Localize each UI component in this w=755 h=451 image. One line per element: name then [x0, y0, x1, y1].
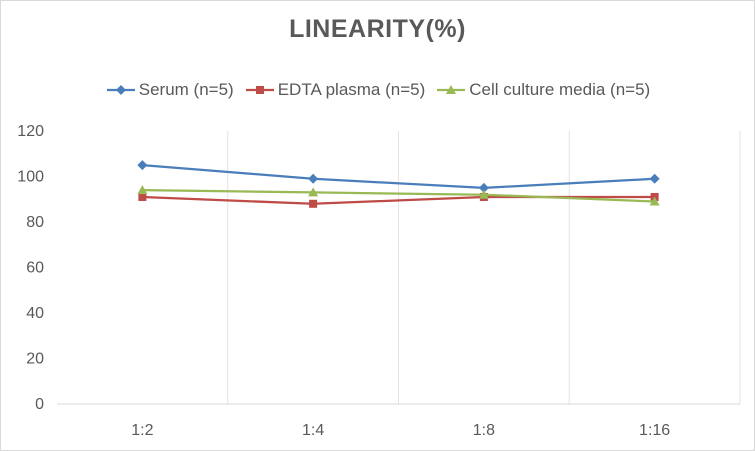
legend-item: EDTA plasma (n=5) [244, 80, 426, 100]
data-point-triangle [137, 185, 148, 195]
legend-swatch-icon [106, 85, 135, 95]
legend-label: EDTA plasma (n=5) [277, 80, 426, 99]
legend-swatch-icon [437, 85, 466, 94]
data-point-triangle [308, 187, 319, 197]
data-point-triangle [478, 189, 489, 199]
legend-label: Serum (n=5) [138, 80, 234, 99]
series-line [142, 195, 655, 205]
data-point-diamond [308, 173, 319, 184]
y-tick-label: 120 [17, 123, 44, 140]
data-point-triangle [649, 196, 660, 206]
legend-item: Cell culture media (n=5) [435, 80, 650, 100]
x-tick-label: 1:16 [639, 422, 670, 439]
chart-legend: Serum (n=5) EDTA plasma (n=5) Cell culture… [1, 80, 754, 100]
data-point-square [138, 192, 147, 201]
data-point-diamond [649, 173, 660, 184]
legend-item: Serum (n=5) [105, 80, 234, 100]
y-tick-label: 80 [26, 214, 44, 231]
x-tick-label: 1:8 [473, 422, 495, 439]
y-tick-label: 40 [26, 305, 44, 322]
data-point-square [309, 199, 318, 208]
y-tick-label: 20 [26, 351, 44, 368]
y-tick-label: 60 [26, 260, 44, 277]
series-line [142, 164, 655, 189]
legend-swatch-icon [245, 86, 274, 94]
x-tick-label: 1:2 [131, 422, 153, 439]
data-point-square [255, 86, 264, 94]
data-point-diamond [478, 182, 489, 193]
legend-label: Cell culture media (n=5) [469, 80, 651, 99]
x-tick-label: 1:4 [302, 422, 324, 439]
y-tick-label: 100 [17, 169, 44, 186]
data-point-diamond [137, 160, 148, 171]
series-line [142, 189, 655, 203]
chart-title: LINEARITY(%) [289, 15, 466, 43]
y-tick-label: 0 [35, 396, 44, 413]
data-point-diamond [115, 85, 126, 95]
data-point-triangle [446, 85, 457, 94]
